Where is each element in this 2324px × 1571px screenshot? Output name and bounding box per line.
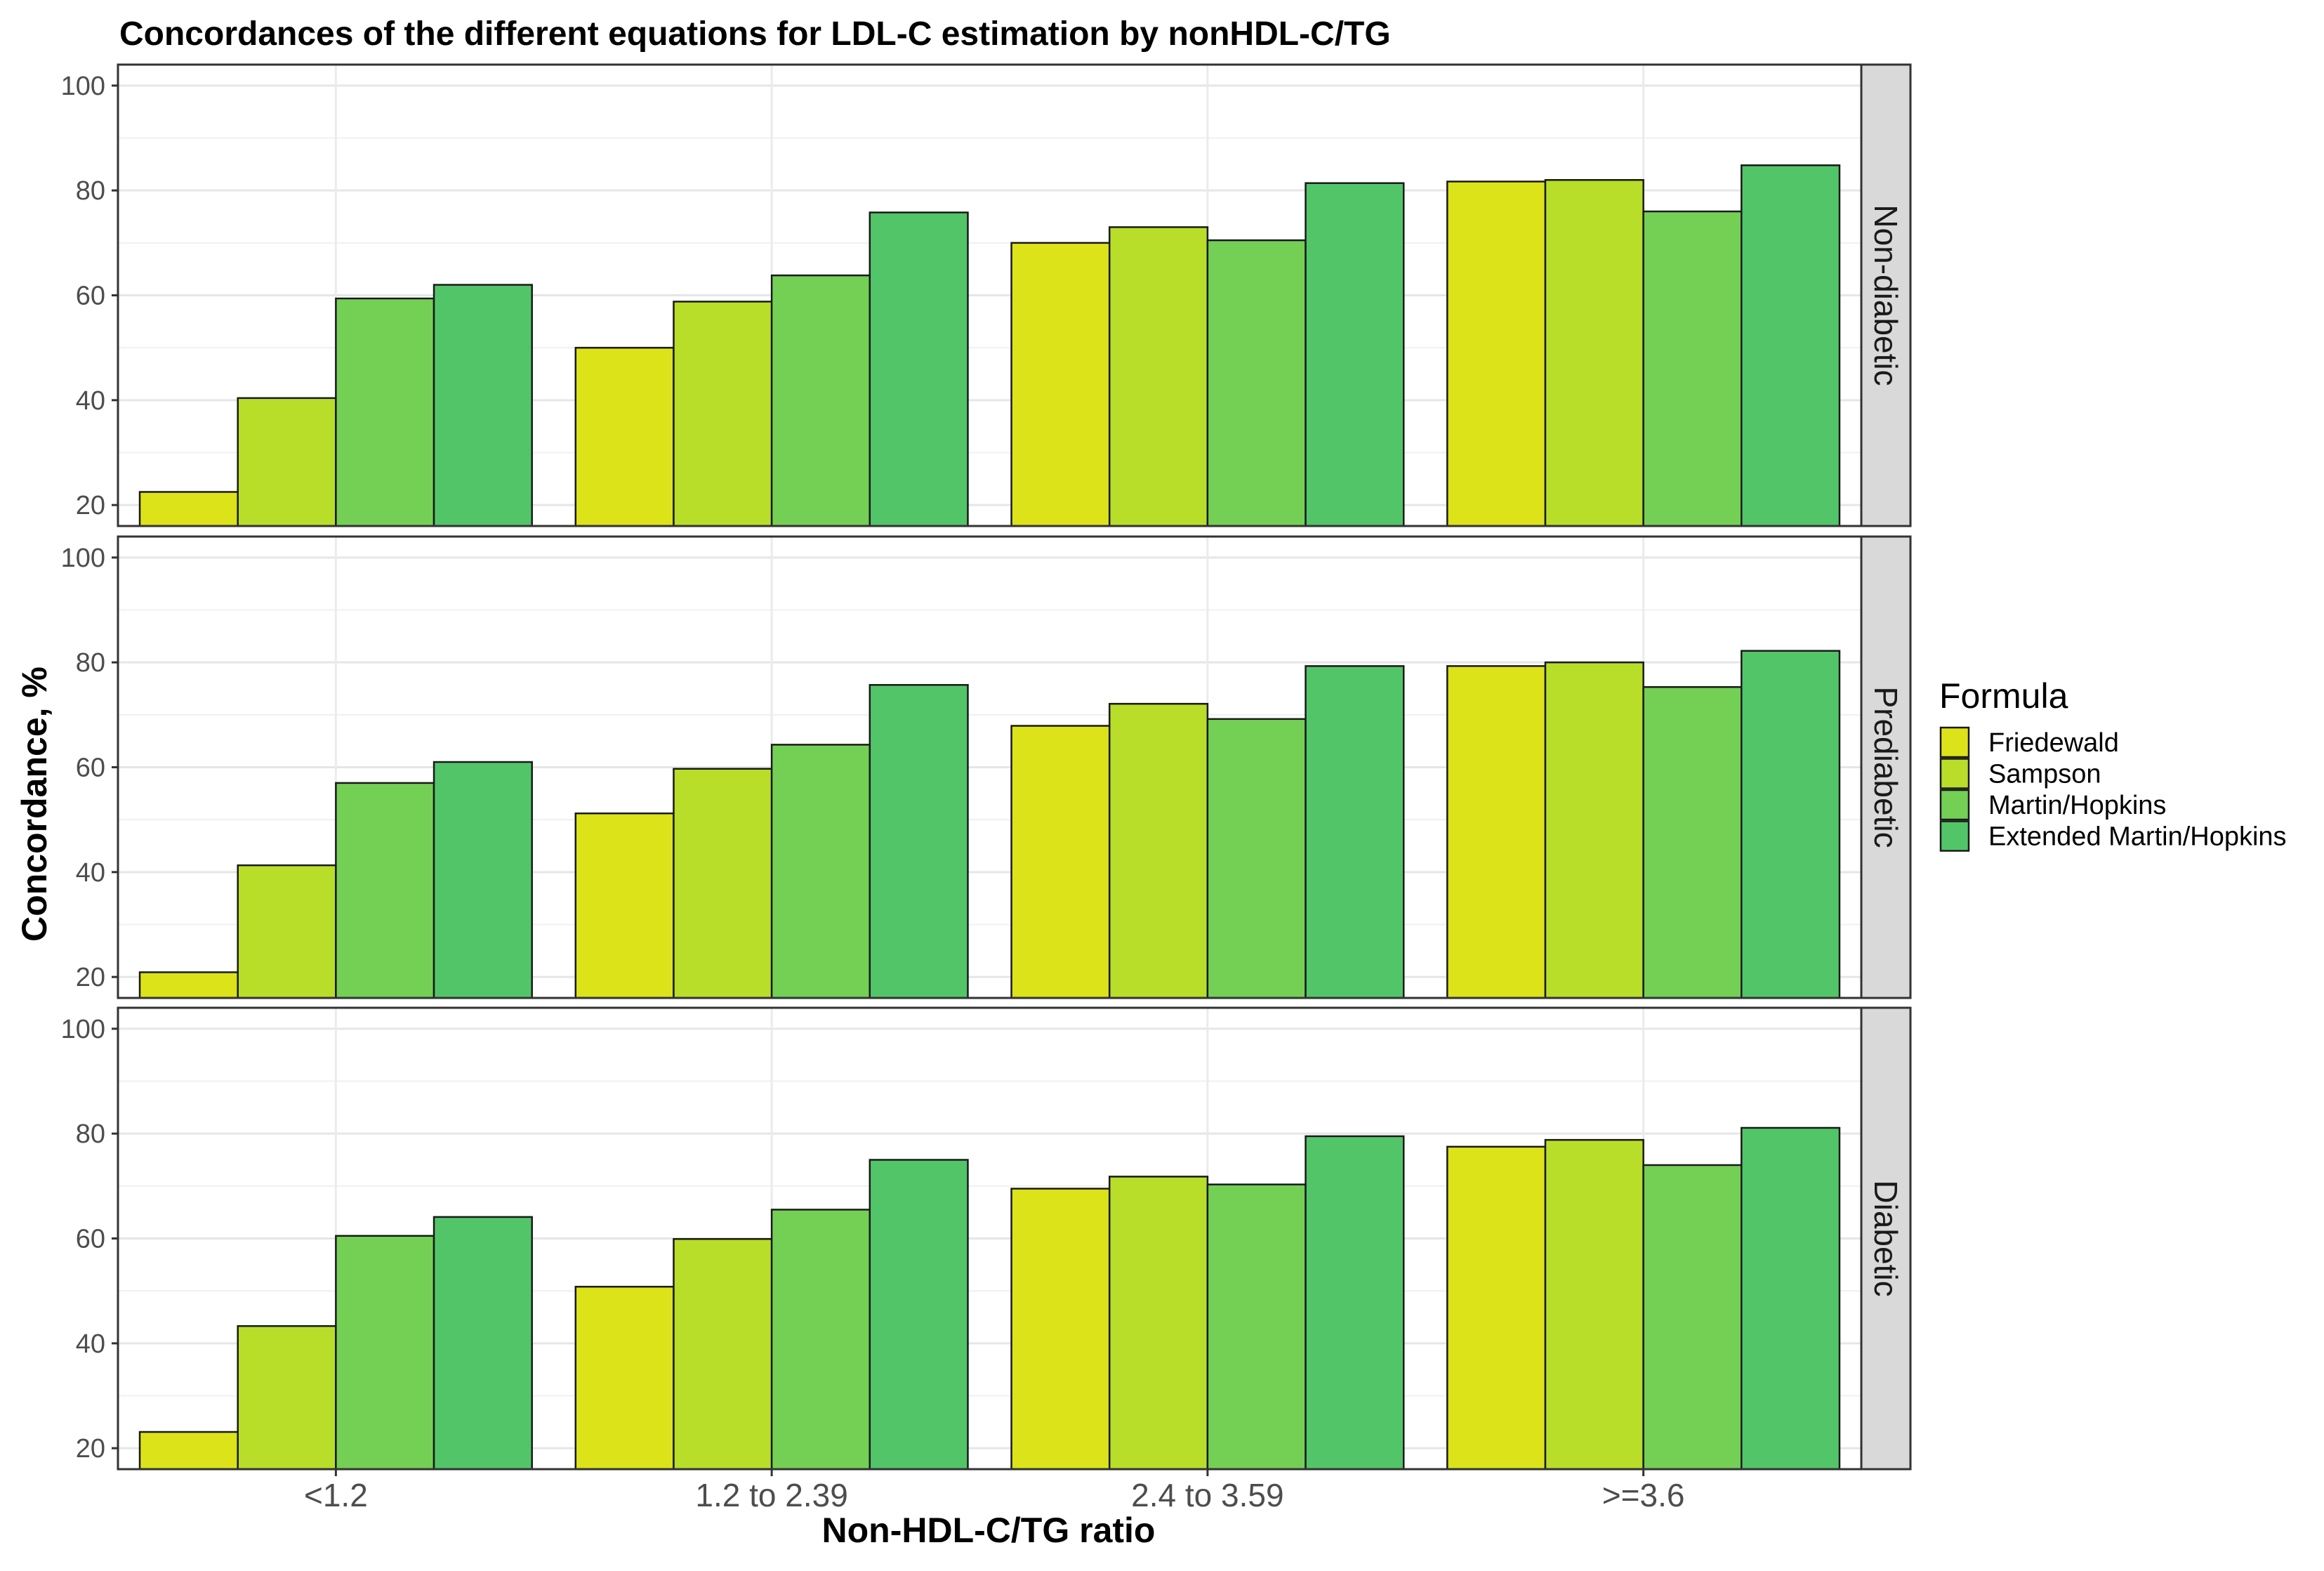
bar-martin-hopkins-3 — [1642, 210, 1743, 527]
bar-martin-hopkins-0 — [335, 1235, 435, 1471]
panel-diabetic: 20 40 60 80 100 Diabetic — [61, 1006, 1912, 1471]
x-tick-label: 1.2 to 2.39 — [695, 1477, 847, 1513]
bar-martin-hopkins-3 — [1642, 686, 1743, 999]
facet-label: Non-diabetic — [1868, 204, 1904, 386]
facet-label: Diabetic — [1868, 1180, 1904, 1296]
bar-martin-hopkins-2 — [1206, 1183, 1307, 1471]
bar-friedewald-1 — [574, 812, 675, 999]
bar-sampson-0 — [237, 397, 337, 527]
bar-martin-hopkins-1 — [770, 1209, 871, 1471]
bar-martin-hopkins-1 — [770, 744, 871, 999]
legend-label: Sampson — [1988, 760, 2101, 789]
bar-sampson-2 — [1108, 1176, 1209, 1471]
legend-label: Extended Martin/Hopkins — [1988, 822, 2287, 852]
legend-swatch — [1939, 758, 1970, 789]
bar-friedewald-2 — [1010, 725, 1111, 999]
x-tick-label: 2.4 to 3.59 — [1131, 1477, 1283, 1513]
bar-friedewald-0 — [138, 971, 239, 999]
y-tick-label: 60 — [76, 282, 105, 311]
y-tick-label: 40 — [76, 386, 105, 416]
bar-friedewald-3 — [1446, 665, 1547, 999]
y-tick-label: 20 — [76, 491, 105, 520]
legend: Formula FriedewaldSampsonMartin/HopkinsEx… — [1939, 676, 2287, 852]
y-tick-label: 100 — [61, 544, 105, 573]
bar-extended-martin-hopkins-0 — [433, 1216, 533, 1471]
y-tick-label: 40 — [76, 1329, 105, 1359]
bar-extended-martin-hopkins-3 — [1741, 1126, 1841, 1471]
facet-strip — [1860, 535, 1912, 999]
legend-label: Friedewald — [1988, 728, 2119, 758]
bar-friedewald-0 — [138, 1431, 239, 1471]
facet-strip — [1860, 1006, 1912, 1471]
y-tick-label: 100 — [61, 72, 105, 101]
y-tick-label: 80 — [76, 648, 105, 678]
bar-extended-martin-hopkins-1 — [869, 211, 969, 527]
bar-sampson-2 — [1108, 226, 1209, 527]
bar-friedewald-2 — [1010, 1188, 1111, 1471]
bar-extended-martin-hopkins-1 — [869, 1159, 969, 1471]
bar-extended-martin-hopkins-2 — [1305, 182, 1405, 527]
bar-martin-hopkins-2 — [1206, 239, 1307, 527]
bar-extended-martin-hopkins-2 — [1305, 665, 1405, 999]
y-tick-label: 40 — [76, 858, 105, 888]
bar-martin-hopkins-2 — [1206, 718, 1307, 999]
y-tick-label: 60 — [76, 754, 105, 783]
facet-label: Prediabetic — [1868, 686, 1904, 848]
chart-title: Concordances of the different equations … — [119, 15, 1391, 53]
bar-sampson-1 — [673, 768, 773, 999]
bar-sampson-2 — [1108, 702, 1209, 999]
bar-sampson-0 — [237, 864, 337, 999]
panel-non-diabetic: 20 40 60 80 100 Non-diabetic — [61, 63, 1912, 527]
x-tick-label: >=3.6 — [1602, 1477, 1685, 1513]
bar-sampson-0 — [237, 1324, 337, 1471]
bar-friedewald-1 — [574, 1285, 675, 1471]
y-tick-label: 80 — [76, 176, 105, 206]
bar-sampson-3 — [1544, 661, 1644, 999]
y-tick-label: 60 — [76, 1225, 105, 1254]
bar-martin-hopkins-3 — [1642, 1164, 1743, 1471]
bar-martin-hopkins-1 — [770, 274, 871, 527]
bar-friedewald-3 — [1446, 180, 1547, 527]
legend-swatch — [1939, 789, 1970, 821]
panel-prediabetic: 20 40 60 80 100 Prediabetic — [61, 535, 1912, 999]
facet-strip — [1860, 63, 1912, 527]
bar-extended-martin-hopkins-3 — [1741, 164, 1841, 527]
y-tick-label: 20 — [76, 963, 105, 992]
x-axis-title: Non-HDL-C/TG ratio — [822, 1511, 1156, 1550]
bar-friedewald-2 — [1010, 242, 1111, 527]
bar-extended-martin-hopkins-3 — [1741, 650, 1841, 999]
bar-sampson-3 — [1544, 1138, 1644, 1471]
bar-extended-martin-hopkins-0 — [433, 761, 533, 999]
x-axis: <1.2 1.2 to 2.39 2.4 to 3.59 >=3.6 — [304, 1469, 1685, 1513]
legend-title: Formula — [1939, 676, 2068, 716]
y-tick-label: 80 — [76, 1119, 105, 1149]
legend-swatch — [1939, 820, 1970, 852]
bar-friedewald-1 — [574, 346, 675, 527]
bar-friedewald-3 — [1446, 1145, 1547, 1471]
y-axis-title: Concordance, % — [15, 666, 54, 942]
bar-sampson-1 — [673, 301, 773, 527]
x-tick-label: <1.2 — [304, 1477, 368, 1513]
bar-martin-hopkins-0 — [335, 297, 435, 527]
legend-label: Martin/Hopkins — [1988, 791, 2166, 820]
y-tick-label: 20 — [76, 1434, 105, 1464]
bar-sampson-1 — [673, 1237, 773, 1471]
bar-sampson-3 — [1544, 179, 1644, 527]
bar-martin-hopkins-0 — [335, 782, 435, 999]
bar-extended-martin-hopkins-0 — [433, 284, 533, 527]
legend-swatch — [1939, 726, 1970, 758]
y-tick-label: 100 — [61, 1015, 105, 1044]
bar-extended-martin-hopkins-2 — [1305, 1135, 1405, 1471]
bar-friedewald-0 — [138, 491, 239, 527]
bar-extended-martin-hopkins-1 — [869, 684, 969, 999]
